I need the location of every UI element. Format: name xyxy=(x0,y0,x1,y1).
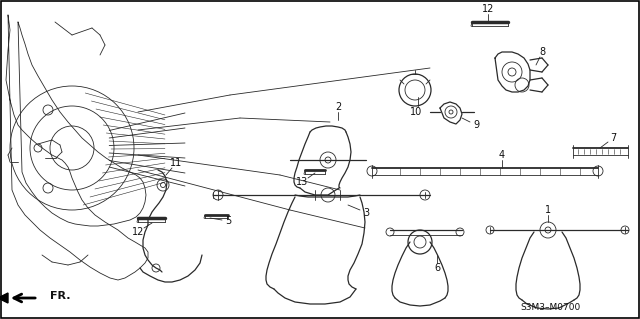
Text: 9: 9 xyxy=(473,120,479,130)
Text: 5: 5 xyxy=(225,216,231,226)
Text: 8: 8 xyxy=(539,47,545,57)
Text: 2: 2 xyxy=(335,102,341,112)
Text: 4: 4 xyxy=(499,150,505,160)
Text: 13: 13 xyxy=(296,177,308,187)
Text: 12: 12 xyxy=(482,4,494,14)
Text: 12: 12 xyxy=(132,227,144,237)
Text: 10: 10 xyxy=(410,107,422,117)
Text: S3M3–M0700: S3M3–M0700 xyxy=(520,303,580,313)
Text: 3: 3 xyxy=(363,208,369,218)
Text: FR.: FR. xyxy=(50,291,70,301)
Text: 1: 1 xyxy=(545,205,551,215)
Polygon shape xyxy=(0,293,8,303)
Text: 7: 7 xyxy=(610,133,616,143)
Text: 6: 6 xyxy=(434,263,440,273)
Text: 11: 11 xyxy=(170,158,182,168)
